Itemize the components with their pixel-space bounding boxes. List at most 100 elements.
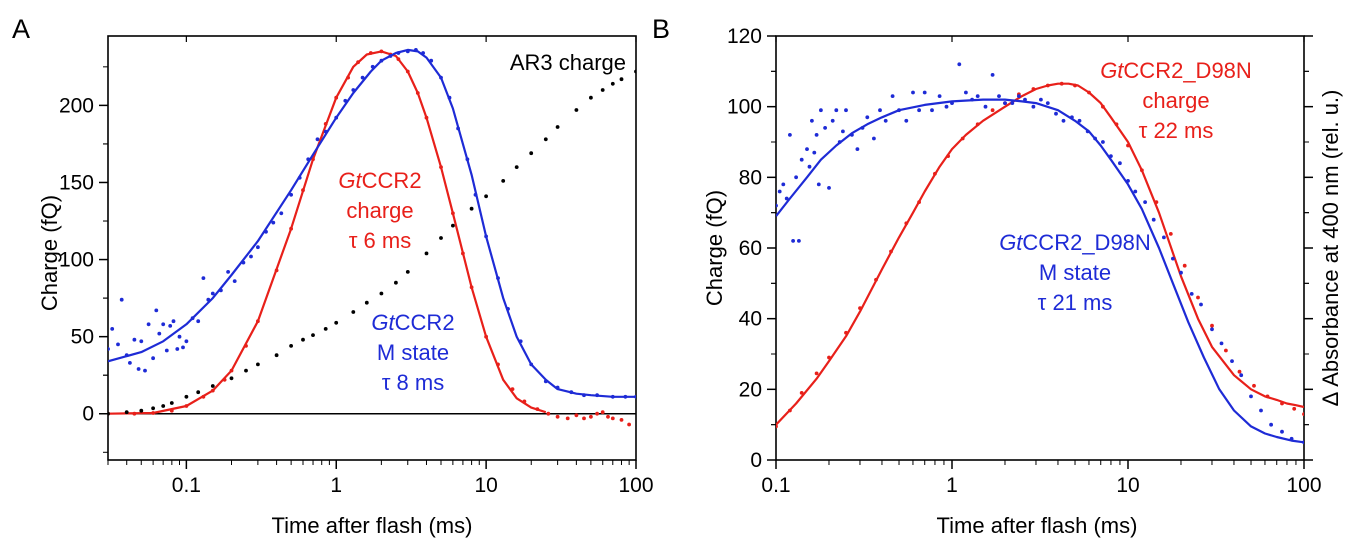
panel-a-series-1-point [569,390,574,395]
panel-a-series-2-point [311,333,315,337]
panel-a-series-0-point [229,368,234,373]
panel-b-series-1-point [797,239,801,243]
panel-b-annotation-italic: Gt [1100,58,1124,83]
panel-b-series-1-point [812,150,817,155]
panel-a-series-0-point [323,122,328,126]
panel-a-series-2-point [529,151,534,156]
panel-a-series-2-point [229,376,234,381]
panel-b-series-1-point [1199,302,1203,307]
panel-b-y-axis-title-right: Δ Absorbance at 400 nm (rel. u.) [1318,90,1343,407]
panel-a-series-0-point [595,411,599,416]
panel-a-series-1-point [465,157,470,162]
panel-a-annotation-italic: Gt [371,310,395,335]
panel-a-series-2-point [210,384,215,388]
panel-a-x-tick-label: 100 [618,474,653,497]
panel-a-series-1-fit-line [108,48,636,398]
panel-b-y-tick-label: 120 [727,25,762,48]
panel-a-series-0-point [496,362,500,367]
panel-b-series-1-point [1010,101,1015,105]
panel-a-series-1-point [154,308,159,313]
panel-a-series-1-point [543,379,548,384]
panel-a-series-1-point [241,260,246,265]
panel-b-series-1-point [964,90,968,95]
panel-b-series-1-point [855,147,860,152]
panel-b-series-1-point [777,189,782,194]
panel-a-series-1-point [421,51,425,55]
panel-b-series-1-point [997,94,1001,98]
panel-a-y-tick-label: 200 [59,94,94,117]
panel-b-series-0-point [814,371,819,376]
panel-a-series-1-point [184,339,189,344]
panel-b-series-1-point [850,133,854,137]
panel-a-series-1-point [108,347,110,351]
panel-a-series-1-point [175,347,180,351]
panel-b-annotation-0-line: charge [1142,88,1209,113]
panel-a-annotation-italic: Gt [338,168,362,193]
panel-a-x-tick-label: 0.1 [172,474,201,497]
panel-b-series-0-point [1237,369,1242,374]
panel-a-series-0-point [151,411,156,415]
panel-b-series-1-point [1039,97,1043,102]
panel-a-series-0-point [415,91,420,95]
panel-b-series-1-point [1126,179,1130,183]
panel-a-series-0-point [600,410,605,415]
panel-b-series-1-point [983,104,988,109]
panel-a-series-2-point [169,401,174,405]
panel-b-series-1-point [830,118,835,123]
panel-b-series-0-point [1196,295,1200,300]
panel-b-series-1-point [810,118,814,123]
panel-b-series-1-point [844,108,848,113]
panel-b-series-1-point [781,182,786,187]
panel-b-series-1-point [860,126,865,130]
panel-a-series-1-point [168,324,173,328]
panel-a-y-tick-label: 0 [82,403,94,426]
panel-a-series-2-point [124,410,129,415]
panel-a-series-1-point [429,58,434,63]
panel-a-series-2-point [634,69,636,74]
panel-b-series-1-point [1151,217,1156,222]
panel-b-series-1-point [784,196,789,201]
panel-a-series-0-point [256,319,260,324]
panel-b-series-1-point [834,108,839,113]
panel-b-letter: B [652,14,670,44]
panel-b-series-0-fit-line [776,82,1304,426]
panel-b-series-1-point [1109,154,1113,159]
panel-b-series-0-point [1059,81,1064,86]
panel-a-series-0-point [582,416,586,421]
panel-a-series-1-point [351,88,356,92]
panel-b-series-0-point [1210,323,1214,328]
panel-a-series-0-point [368,51,373,55]
panel-b-series-1-point [865,115,870,120]
panel-b-y-tick-label: 80 [739,166,762,189]
panel-a-series-2-point [469,206,474,211]
panel-a-series-1-point [518,339,523,344]
panel-a-series-1-point [634,394,636,399]
panel-a-y-tick-label: 50 [71,326,94,349]
panel-a-series-1-point [127,361,132,365]
panel-b-series-0-point [1101,104,1105,109]
panel-b-series-1-point [1133,189,1138,194]
panel-a-series-0-point [334,95,339,100]
panel-b-series-0-point [1126,143,1130,148]
panel-a-series-1-point [439,75,443,80]
panel-a-series-0-point [565,416,570,421]
panel-a-series-2-point [574,108,579,112]
panel-a-series-2-point [256,362,260,367]
panel-b-series-1-point [837,140,842,144]
panel-a-series-1-point [264,229,268,234]
panel-a-series-1-point [473,192,478,197]
panel-a-series-1-point [306,157,311,162]
panel-a-series-2-point [394,280,398,285]
panel-a-series-0-point [589,414,593,419]
panel-b-series-0-point [917,200,921,205]
panel-a-series-2-point [161,404,166,408]
panel-b-series-1-point [1045,101,1050,105]
panel-a-series-1-point [360,75,365,80]
panel-a-series-0-point [451,211,455,216]
panel-b-series-1-point [1101,140,1105,144]
panel-b-series-0-point [1073,83,1077,88]
panel-a-series-0-point [346,75,350,80]
panel-a-series-0-point [184,404,189,408]
panel-b-series-1-point [788,133,792,137]
panel-b-series-0-point [1045,83,1050,88]
